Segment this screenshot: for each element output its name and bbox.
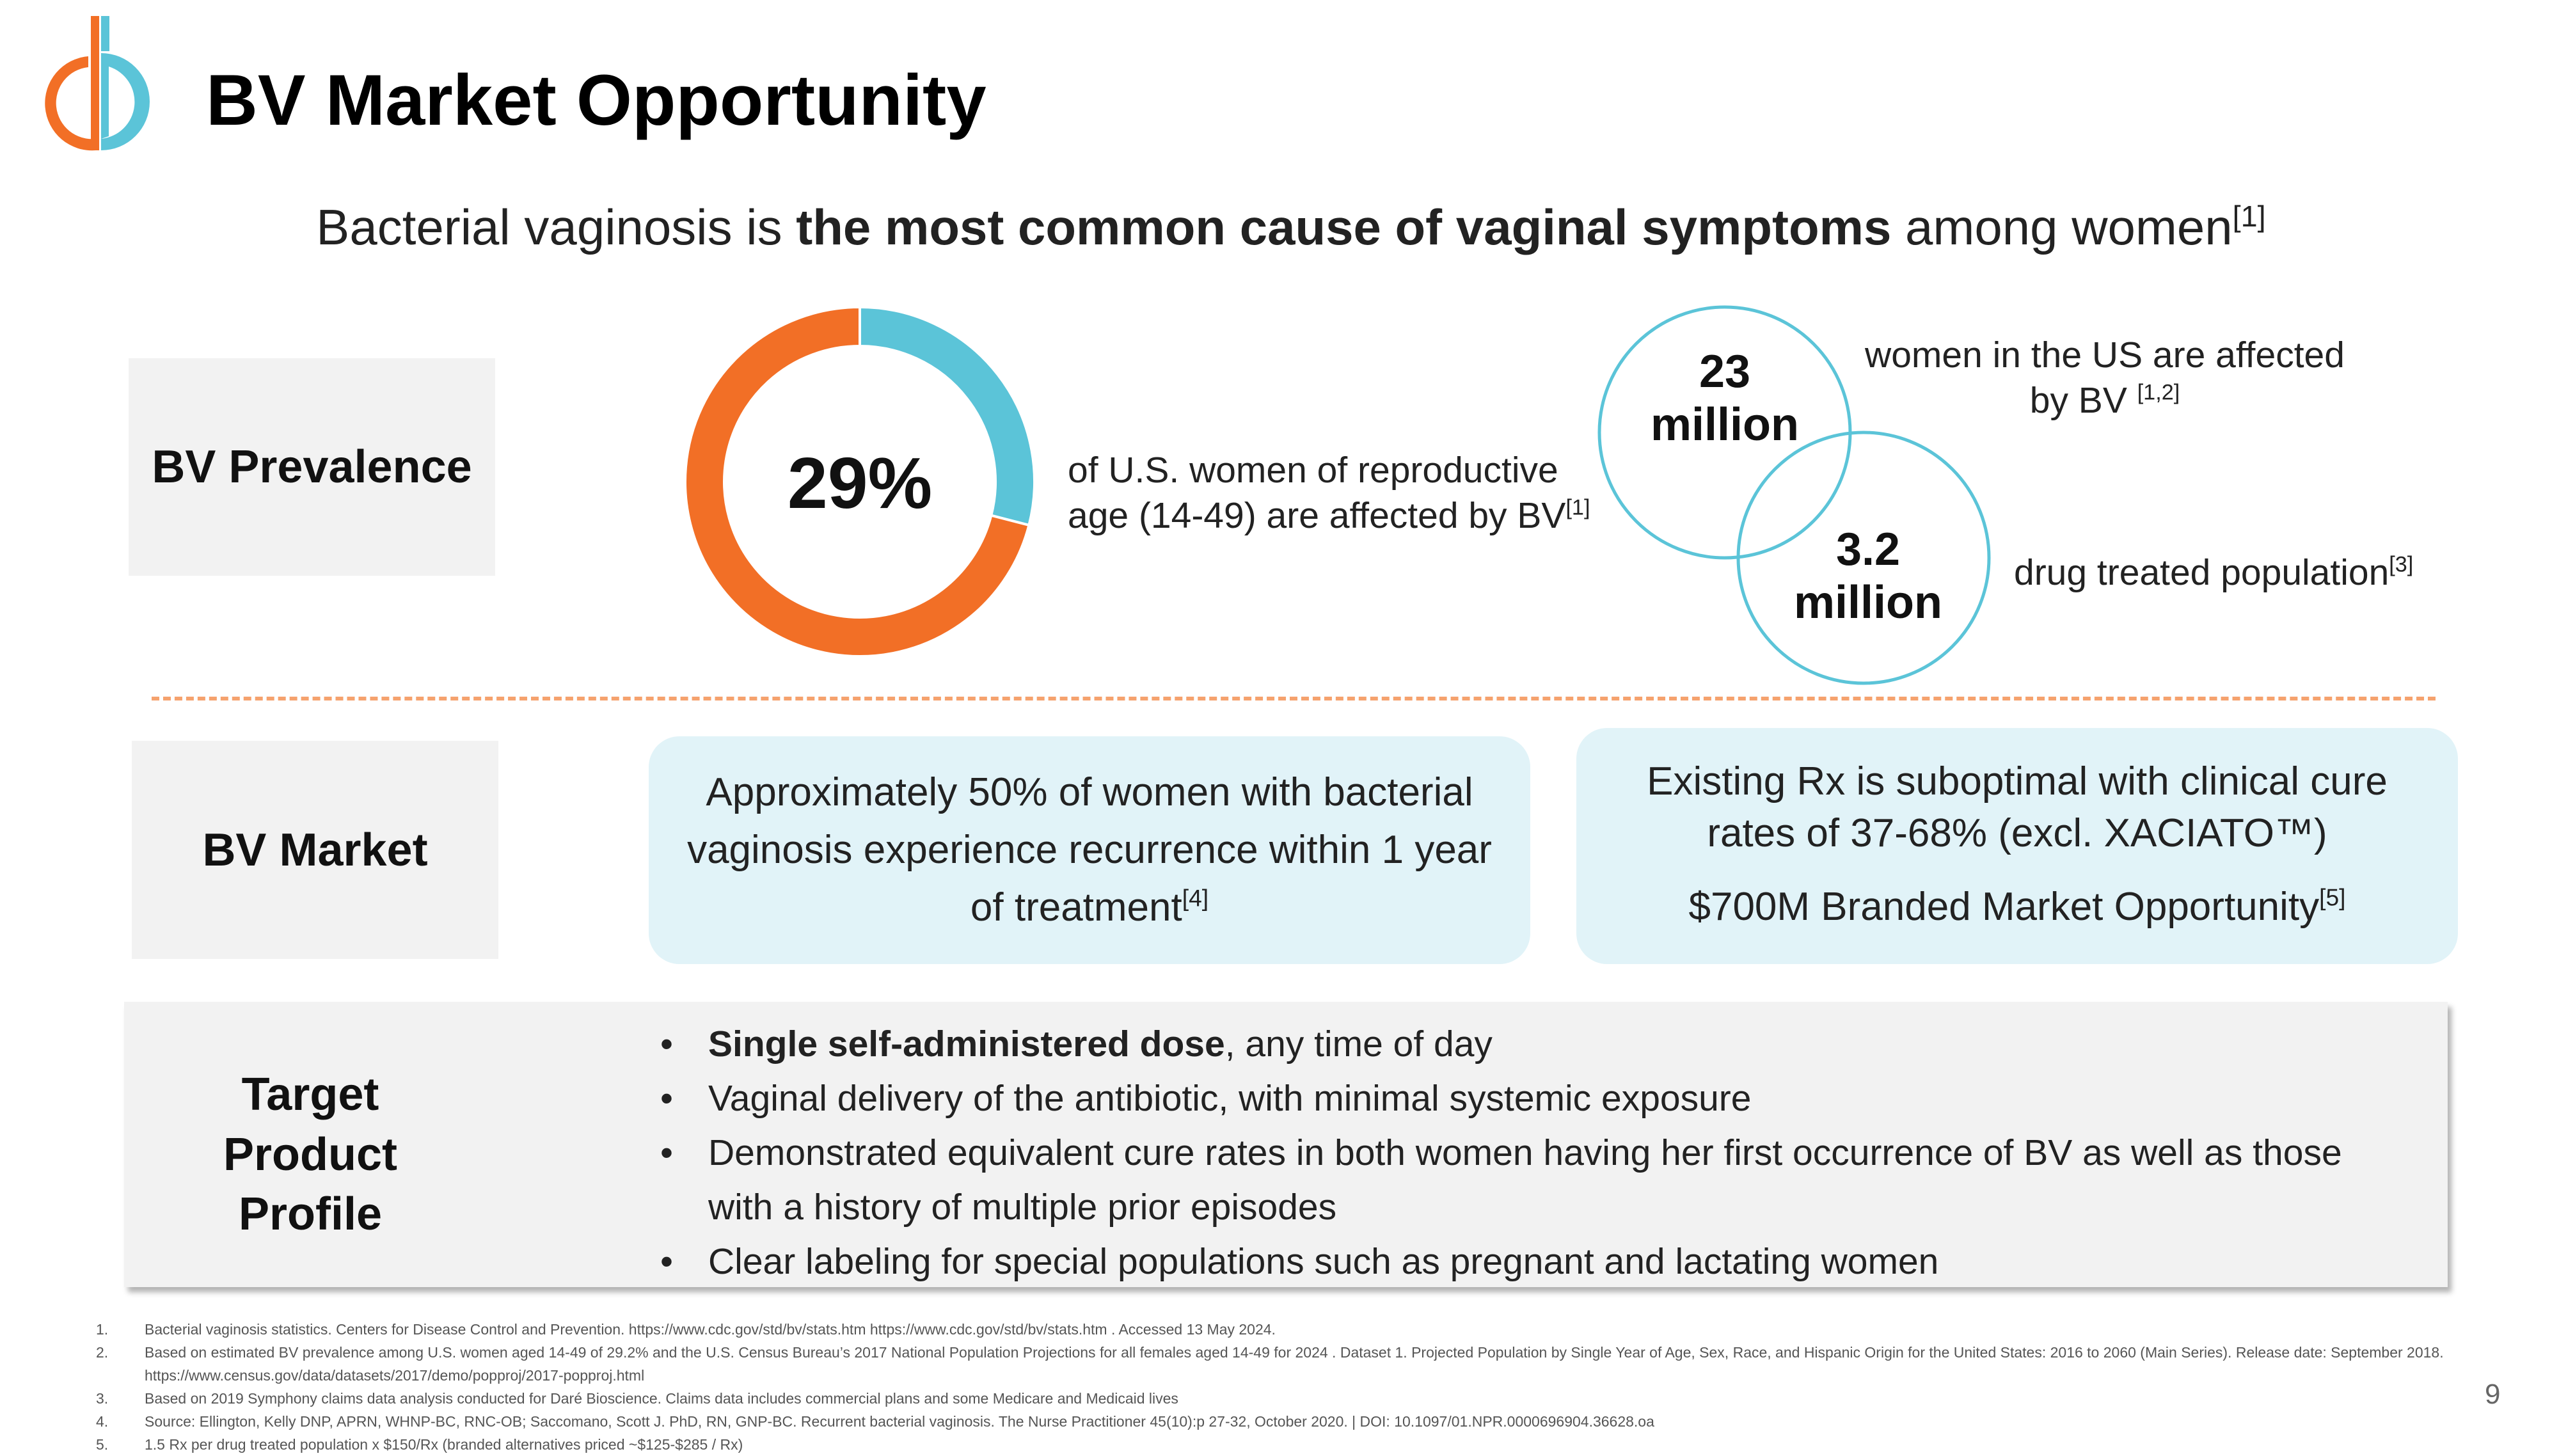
page-number: 9: [2485, 1379, 2501, 1410]
page-title: BV Market Opportunity: [206, 60, 986, 140]
footnote: 3. Based on 2019 Symphony claims data ana…: [96, 1390, 1178, 1407]
market-opportunity-box: Existing Rx is suboptimal with clinical …: [1576, 728, 2458, 964]
donut-slice-affected: [859, 305, 1036, 527]
bv-market-label: BV Market: [132, 741, 498, 959]
prevalence-donut-chart: [684, 305, 1036, 658]
company-logo: [45, 16, 150, 151]
footnote: 2. Based on estimated BV prevalence among…: [96, 1344, 2444, 1384]
circle2-description: drug treated population[3]: [2014, 552, 2414, 593]
circle1-value: 23 million: [1651, 346, 1799, 450]
subtitle: Bacterial vaginosis is the most common c…: [316, 199, 2266, 255]
tpp-label: Target Product Profile: [223, 1069, 397, 1240]
recurrence-box: Approximately 50% of women with bacteria…: [649, 736, 1530, 964]
prevalence-description: of U.S. women of reproductive age (14-49)…: [1068, 450, 1590, 537]
tpp-bullet: Clear labeling for special populations s…: [660, 1235, 2413, 1289]
tpp-bullet: Single self-administered dose, any time …: [660, 1017, 2413, 1072]
tpp-bullet: Vaginal delivery of the antibiotic, with…: [660, 1072, 2413, 1126]
circle1-description: women in the US are affected by BV [1,2]: [1865, 335, 2345, 422]
tpp-bullet-list: Single self-administered dose, any time …: [660, 1017, 2413, 1289]
bv-prevalence-label: BV Prevalence: [129, 358, 495, 576]
tpp-bullet: Demonstrated equivalent cure rates in bo…: [660, 1126, 2413, 1235]
donut-slice-unaffected: [684, 305, 1031, 658]
section-divider: [152, 697, 2436, 700]
circle-3-2-million: [1736, 431, 1991, 685]
footnote: 1. Bacterial vaginosis statistics. Center…: [96, 1321, 1276, 1338]
footnotes: 1. Bacterial vaginosis statistics. Center…: [96, 1318, 2476, 1456]
footnote: 5. 1.5 Rx per drug treated population x $…: [96, 1436, 743, 1453]
prevalence-percent: 29%: [787, 443, 933, 523]
footnote: 4. Source: Ellington, Kelly DNP, APRN, WH…: [96, 1413, 1654, 1430]
venn-circles: [1597, 305, 1991, 685]
circle2-value: 3.2 million: [1794, 524, 1942, 628]
